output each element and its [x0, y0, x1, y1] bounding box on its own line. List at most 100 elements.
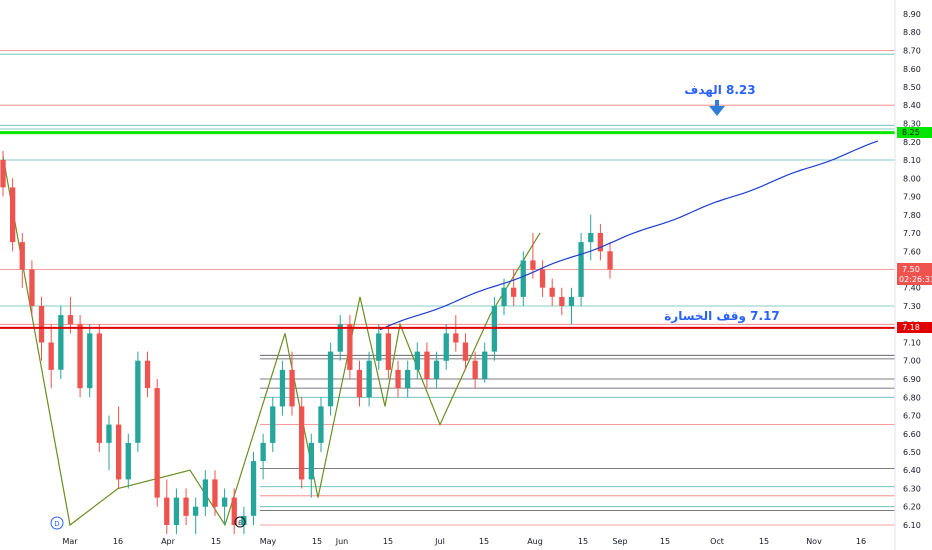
candle-body: [96, 333, 102, 443]
candle-body: [511, 287, 517, 297]
y-tick-label: 7.70: [903, 229, 921, 238]
y-tick-label: 7.90: [903, 193, 921, 202]
annotations: 8.23 الهدف 7.17 وقف الخسارة D E: [50, 83, 780, 530]
candle-body: [193, 506, 199, 516]
candle-body: [568, 296, 575, 306]
candle-body: [164, 497, 170, 525]
stop-price-badge: [897, 322, 932, 333]
candle-body: [395, 369, 401, 389]
y-tick-label: 8.10: [903, 156, 921, 165]
x-tick-label: 15: [383, 537, 393, 546]
candle-body: [482, 351, 488, 379]
candle-body: [38, 306, 45, 343]
moving-average-path: [379, 140, 879, 331]
moving-average-line: [379, 140, 879, 331]
y-tick-label: 7.30: [903, 302, 921, 311]
key-levels: [0, 131, 895, 329]
y-tick-label: 8.90: [903, 10, 921, 19]
marker-d[interactable]: D: [50, 516, 64, 530]
candle-body: [77, 324, 83, 389]
y-tick-label: 8.60: [903, 65, 921, 74]
last-price-badge: [897, 263, 932, 285]
target-price-badge: [897, 127, 932, 138]
candle-body: [299, 406, 305, 480]
candle-body: [385, 333, 391, 370]
candle-body: [443, 333, 449, 361]
candle-body: [10, 187, 16, 243]
candle-body: [308, 442, 314, 480]
candle-body: [19, 242, 25, 270]
candle-body: [67, 315, 74, 325]
candle-body: [376, 333, 382, 361]
candle-body: [578, 242, 584, 297]
y-tick-label: 8.20: [903, 138, 921, 147]
candle-body: [501, 287, 507, 306]
price-badges: 8.25 7.18 7.50 02:26:33: [897, 127, 932, 333]
zigzag-line: [2, 156, 541, 527]
candle-body: [597, 233, 603, 252]
candle-body: [183, 497, 189, 516]
horizontal-level-lines: [0, 50, 895, 526]
y-tick-label: 8.80: [903, 28, 921, 37]
candle-body: [87, 333, 93, 389]
candle-body: [318, 406, 324, 443]
candle-body: [29, 269, 35, 306]
x-tick-label: 15: [578, 537, 588, 546]
zigzag-pattern-lines: [2, 156, 541, 527]
candle-body: [433, 360, 440, 379]
target-annotation: 8.23 الهدف: [684, 83, 755, 97]
x-tick-label: Mar: [62, 537, 78, 546]
x-tick-label: 15: [312, 537, 322, 546]
y-tick-label: 6.10: [903, 521, 921, 530]
candle-body: [106, 424, 112, 443]
marker-d-label: D: [54, 520, 59, 528]
candle-body: [173, 497, 180, 525]
x-tick-label: Aug: [527, 537, 543, 546]
y-tick-label: 7.60: [903, 247, 921, 256]
candle-body: [588, 233, 594, 243]
candle-body: [125, 442, 131, 480]
y-tick-label: 7.10: [903, 339, 921, 348]
candle-body: [0, 160, 6, 188]
x-tick-label: 15: [660, 537, 670, 546]
candle-body: [212, 479, 218, 507]
candle-body: [356, 369, 363, 398]
x-tick-label: 16: [856, 537, 866, 546]
down-arrow-icon: [709, 100, 725, 116]
candle-body: [116, 424, 122, 480]
x-axis[interactable]: Mar 16 Apr 15 May 15 Jun 15 Jul 15 Aug 15 Sep 15 Oct 15…: [62, 537, 866, 546]
candle-body: [154, 388, 160, 498]
x-tick-label: Oct: [710, 537, 724, 546]
candle-body: [366, 360, 372, 398]
y-tick-label: 8.50: [903, 83, 921, 92]
x-tick-label: May: [260, 537, 277, 546]
candle-body: [241, 515, 247, 525]
candle-body: [279, 369, 286, 407]
last-price-label: 7.50: [902, 265, 920, 274]
candle-body: [607, 251, 613, 270]
candlestick-series: [0, 150, 613, 535]
x-tick-label: Sep: [612, 537, 627, 546]
candle-body: [424, 351, 430, 379]
stop-loss-annotation: 7.17 وقف الخسارة: [664, 309, 780, 324]
y-tick-label: 6.50: [903, 448, 921, 457]
countdown-label: 02:26:33: [899, 275, 932, 284]
y-tick-label: 7.80: [903, 211, 921, 220]
x-tick-label: 15: [211, 537, 221, 546]
candle-body: [453, 333, 459, 343]
x-tick-label: Jun: [335, 537, 349, 546]
candle-body: [222, 497, 228, 507]
x-tick-label: Apr: [161, 537, 176, 546]
x-tick-label: 15: [759, 537, 769, 546]
y-tick-label: 8.70: [903, 47, 921, 56]
candle-body: [202, 479, 208, 507]
y-tick-label: 6.90: [903, 375, 921, 384]
candle-body: [347, 324, 353, 370]
stop-price-label: 7.18: [902, 323, 920, 332]
y-tick-label: 8.40: [903, 101, 921, 110]
candle-body: [414, 351, 420, 370]
marker-e[interactable]: E: [234, 516, 246, 528]
candle-body: [337, 324, 343, 352]
y-tick-label: 8.30: [903, 120, 921, 129]
